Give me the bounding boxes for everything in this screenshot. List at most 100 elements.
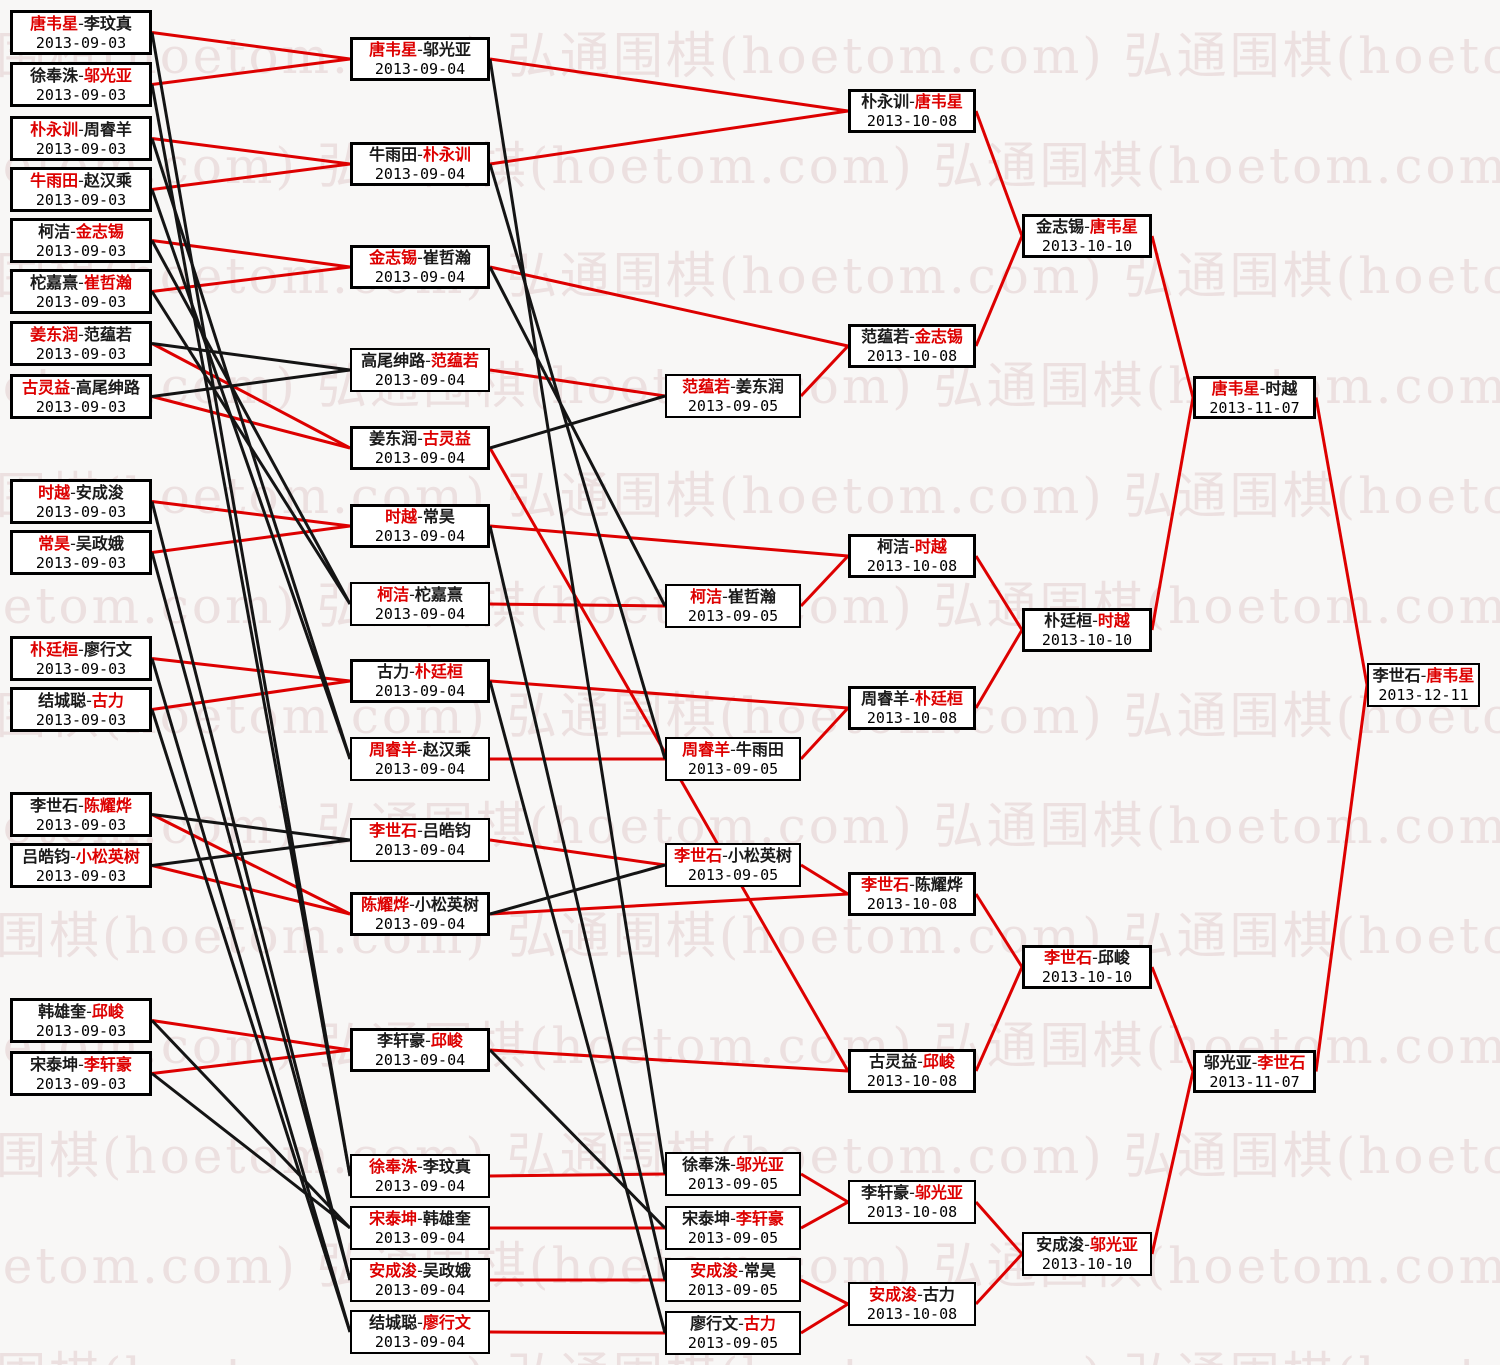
player-name-1: 李世石 <box>369 821 418 840</box>
match-box-c1[interactable]: 范蕴若-姜东润 2013-09-05 <box>665 374 801 418</box>
match-box-b12[interactable]: 李轩豪-邱峻 2013-09-04 <box>350 1028 490 1072</box>
match-box-a7[interactable]: 姜东润-范蕴若 2013-09-03 <box>10 321 152 366</box>
match-box-a10[interactable]: 常昊-吴政娥 2013-09-03 <box>10 530 152 575</box>
match-box-b1[interactable]: 唐韦星-邬光亚 2013-09-04 <box>350 37 490 81</box>
match-box-b7[interactable]: 柯洁-柁嘉熹 2013-09-04 <box>350 582 490 626</box>
match-box-b8[interactable]: 古力-朴廷桓 2013-09-04 <box>350 659 490 703</box>
player-name-2: 邱峻 <box>922 1052 955 1071</box>
player-name-1: 李世石 <box>1372 666 1421 685</box>
match-box-d7[interactable]: 李轩豪-邬光亚 2013-10-08 <box>848 1180 976 1224</box>
match-box-a4[interactable]: 牛雨田-赵汉乘 2013-09-03 <box>10 167 152 212</box>
match-box-a6[interactable]: 柁嘉熹-崔哲瀚 2013-09-03 <box>10 269 152 314</box>
match-box-c4[interactable]: 李世石-小松英树 2013-09-05 <box>665 843 801 887</box>
match-box-a5[interactable]: 柯洁-金志锡 2013-09-03 <box>10 218 152 263</box>
match-box-b2[interactable]: 牛雨田-朴永训 2013-09-04 <box>350 142 490 186</box>
match-box-c6[interactable]: 宋泰坤-李轩豪 2013-09-05 <box>665 1206 801 1250</box>
match-box-a13[interactable]: 李世石-陈耀烨 2013-09-03 <box>10 792 152 837</box>
match-box-b15[interactable]: 安成浚-吴政娥 2013-09-04 <box>350 1258 490 1302</box>
player-name-2: 陈耀烨 <box>83 795 132 815</box>
match-date: 2013-09-04 <box>374 605 466 623</box>
match-box-b13[interactable]: 徐奉洙-李玟真 2013-09-04 <box>350 1154 490 1198</box>
match-box-d6[interactable]: 古灵益-邱峻 2013-10-08 <box>848 1049 976 1093</box>
player-name-2: 吴政娥 <box>422 1261 471 1280</box>
player-name-1: 宋泰坤 <box>369 1209 418 1228</box>
player-name-1: 牛雨田 <box>369 145 418 164</box>
match-box-b5[interactable]: 姜东润-古灵益 2013-09-04 <box>350 426 490 470</box>
match-box-d2[interactable]: 范蕴若-金志锡 2013-10-08 <box>848 324 976 368</box>
player-name-2: 赵汉乘 <box>83 170 132 190</box>
match-box-e3[interactable]: 李世石-邱峻 2013-10-10 <box>1022 945 1152 989</box>
match-box-b16[interactable]: 结城聪-廖行文 2013-09-04 <box>350 1310 490 1354</box>
match-players: 范蕴若-金志锡 <box>851 327 973 347</box>
match-date: 2013-09-03 <box>35 33 127 52</box>
match-box-c7[interactable]: 安成浚-常昊 2013-09-05 <box>665 1258 801 1302</box>
match-dash: - <box>909 92 915 111</box>
match-dash: - <box>1092 948 1098 967</box>
match-box-c2[interactable]: 柯洁-崔哲瀚 2013-09-05 <box>665 584 801 628</box>
match-dash: - <box>730 740 736 759</box>
match-box-d3[interactable]: 柯洁-时越 2013-10-08 <box>848 534 976 578</box>
match-box-b10[interactable]: 李世石-吕皓钧 2013-09-04 <box>350 818 490 862</box>
match-box-a9[interactable]: 时越-安成浚 2013-09-03 <box>10 479 152 524</box>
match-dash: - <box>417 248 423 267</box>
match-box-d8[interactable]: 安成浚-古力 2013-10-08 <box>848 1282 976 1326</box>
bracket-line-win <box>974 235 1024 347</box>
match-box-e4[interactable]: 安成浚-邬光亚 2013-10-10 <box>1022 1232 1152 1276</box>
player-name-1: 姜东润 <box>30 324 79 344</box>
player-name-1: 李世石 <box>1044 948 1093 967</box>
match-date: 2013-10-10 <box>1041 631 1133 649</box>
player-name-1: 范蕴若 <box>861 327 910 346</box>
match-dash: - <box>738 1314 744 1333</box>
match-box-f2[interactable]: 邬光亚-李世石 2013-11-07 <box>1193 1050 1316 1093</box>
bracket-line-win <box>799 554 850 608</box>
match-box-a8[interactable]: 古灵益-高尾绅路 2013-09-03 <box>10 374 152 419</box>
player-name-1: 结城聪 <box>38 690 87 710</box>
player-name-2: 李玟真 <box>83 13 132 33</box>
player-name-1: 高尾绅路 <box>361 351 426 370</box>
match-box-b14[interactable]: 宋泰坤-韩雄奎 2013-09-04 <box>350 1206 490 1250</box>
match-players: 时越-常昊 <box>353 507 487 527</box>
player-name-2: 唐韦星 <box>1089 217 1138 236</box>
player-name-1: 周睿羊 <box>369 740 418 759</box>
match-date: 2013-09-04 <box>374 1051 466 1069</box>
match-box-c5[interactable]: 徐奉洙-邬光亚 2013-09-05 <box>665 1152 801 1196</box>
match-date: 2013-09-04 <box>374 165 466 183</box>
match-box-b3[interactable]: 金志锡-崔哲瀚 2013-09-04 <box>350 245 490 289</box>
match-players: 朴永训-唐韦星 <box>851 92 973 112</box>
match-box-d5[interactable]: 李世石-陈耀烨 2013-10-08 <box>848 872 976 916</box>
match-box-a2[interactable]: 徐奉洙-邬光亚 2013-09-03 <box>10 62 152 107</box>
match-box-b4[interactable]: 高尾绅路-范蕴若 2013-09-04 <box>350 348 490 392</box>
match-box-b6[interactable]: 时越-常昊 2013-09-04 <box>350 504 490 548</box>
match-box-a1[interactable]: 唐韦星-李玟真 2013-09-03 <box>10 10 152 55</box>
match-box-a11[interactable]: 朴廷桓-廖行文 2013-09-03 <box>10 636 152 681</box>
match-box-e1[interactable]: 金志锡-唐韦星 2013-10-10 <box>1022 214 1152 258</box>
match-box-e2[interactable]: 朴廷桓-时越 2013-10-10 <box>1022 608 1152 652</box>
match-date: 2013-09-04 <box>374 527 466 545</box>
match-players: 范蕴若-姜东润 <box>667 377 799 397</box>
match-box-f1[interactable]: 唐韦星-时越 2013-11-07 <box>1193 376 1316 419</box>
bracket-line-lose <box>150 290 352 605</box>
player-name-1: 古灵益 <box>869 1052 918 1071</box>
match-box-d4[interactable]: 周睿羊-朴廷桓 2013-10-08 <box>848 686 976 730</box>
match-dash: - <box>78 639 84 659</box>
player-name-1: 古灵益 <box>22 377 71 397</box>
match-box-c3[interactable]: 周睿羊-牛雨田 2013-09-05 <box>665 737 801 781</box>
match-box-a14[interactable]: 吕皓钧-小松英树 2013-09-03 <box>10 843 152 888</box>
player-name-2: 高尾绅路 <box>75 377 140 397</box>
player-name-1: 安成浚 <box>869 1285 918 1304</box>
bracket-line-win <box>800 863 849 896</box>
bracket-line-lose <box>488 525 667 1281</box>
match-box-c8[interactable]: 廖行文-古力 2013-09-05 <box>665 1311 801 1355</box>
player-name-2: 廖行文 <box>83 639 132 659</box>
match-box-a3[interactable]: 朴永训-周睿羊 2013-09-03 <box>10 116 152 161</box>
match-date: 2013-09-03 <box>35 866 127 885</box>
match-players: 邬光亚-李世石 <box>1196 1053 1313 1073</box>
match-box-g1[interactable]: 李世石-唐韦星 2013-12-11 <box>1367 663 1480 707</box>
match-box-a15[interactable]: 韩雄奎-邱峻 2013-09-03 <box>10 998 152 1043</box>
match-box-b11[interactable]: 陈耀烨-小松英树 2013-09-04 <box>350 892 490 936</box>
match-dash: - <box>1092 611 1098 630</box>
match-box-a12[interactable]: 结城聪-古力 2013-09-03 <box>10 687 152 732</box>
match-box-a16[interactable]: 宋泰坤-李轩豪 2013-09-03 <box>10 1051 152 1096</box>
match-box-d1[interactable]: 朴永训-唐韦星 2013-10-08 <box>848 89 976 133</box>
match-box-b9[interactable]: 周睿羊-赵汉乘 2013-09-04 <box>350 737 490 781</box>
